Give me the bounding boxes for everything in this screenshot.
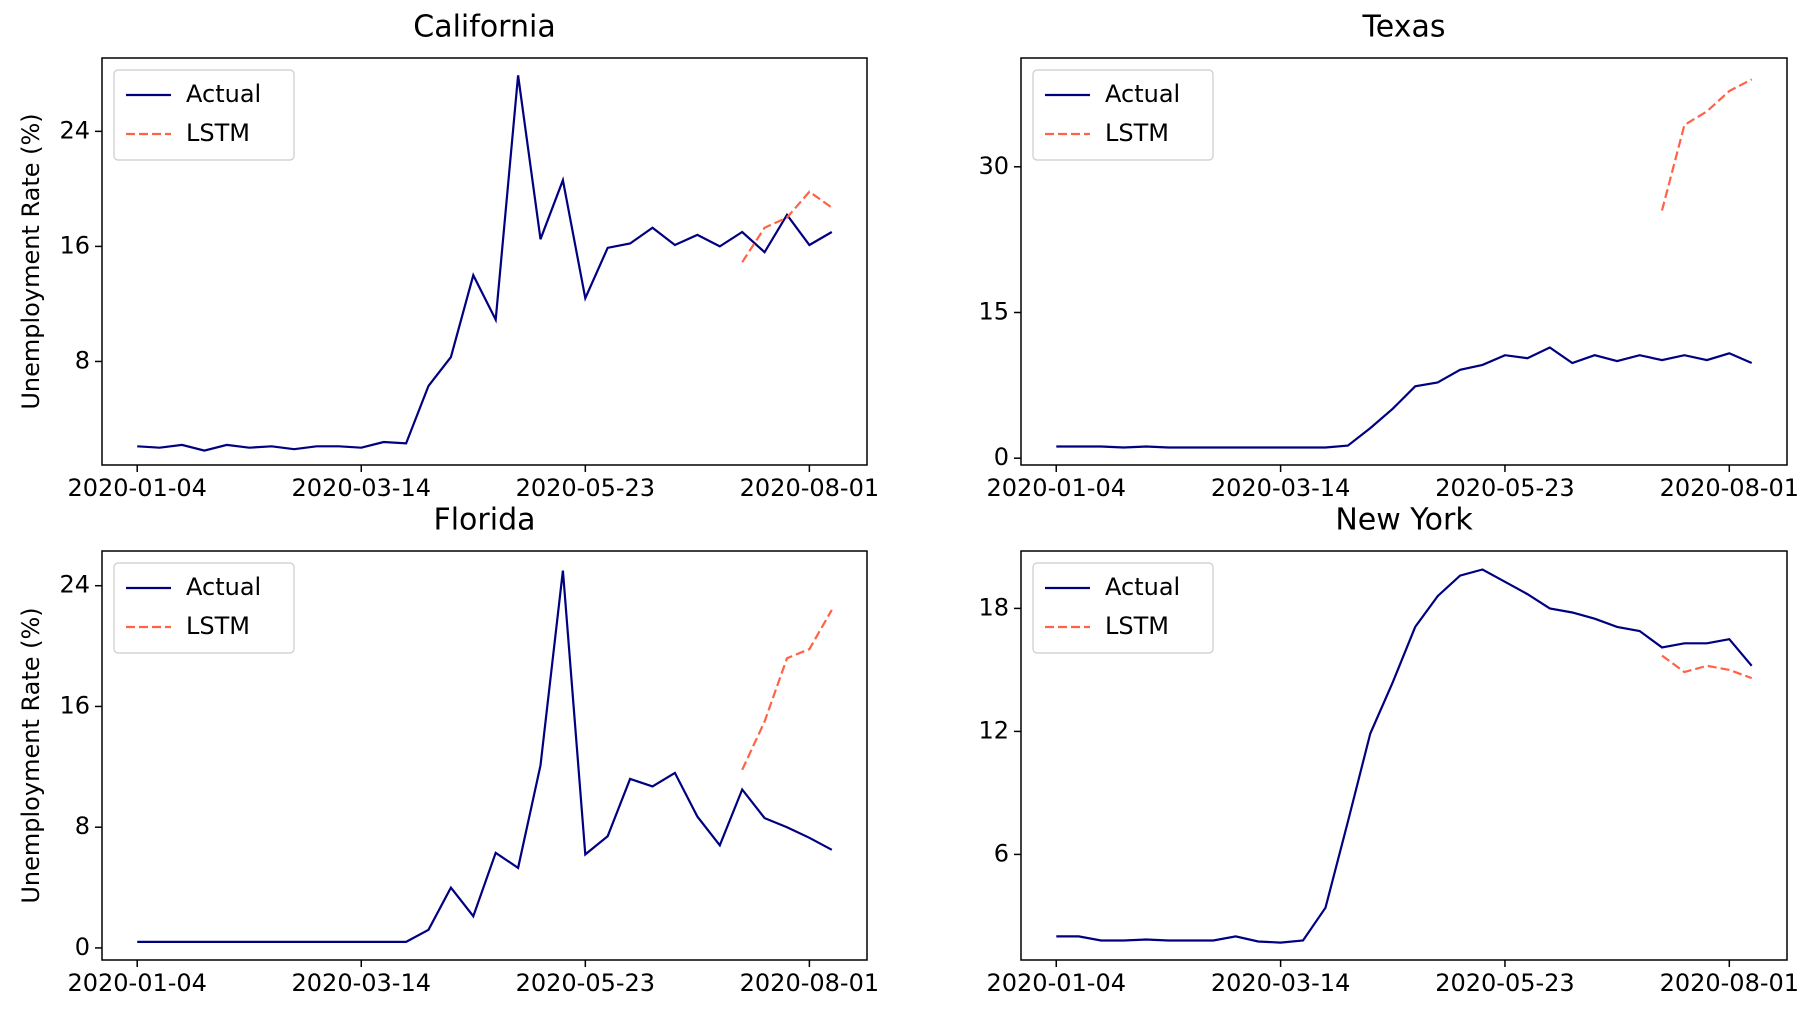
legend-box	[113, 69, 295, 161]
series-line	[741, 609, 833, 771]
axes-frame	[101, 57, 868, 466]
y-tick-label: 16	[59, 231, 90, 259]
subplot: Texas 0 15 30 2020-01-04 2020-03-14 2020-05-23…	[978, 10, 1799, 503]
y-tick-label: 16	[59, 691, 90, 719]
x-tick-label: 2020-01-04	[987, 474, 1126, 502]
y-tick-label: 18	[978, 593, 1009, 621]
y-tick-label: 6	[994, 839, 1009, 867]
subplot-title: Florida	[433, 503, 535, 538]
x-tick-label: 2020-01-04	[987, 969, 1126, 997]
legend-label: LSTM	[186, 119, 250, 147]
legend-label: Actual	[1105, 573, 1180, 601]
legend-box	[1032, 562, 1214, 654]
x-tick-label: 2020-03-14	[292, 474, 431, 502]
series-line	[1056, 346, 1753, 449]
axes-frame	[1020, 57, 1788, 466]
subplot-title: New York	[1335, 503, 1473, 538]
series-line	[137, 570, 833, 943]
x-tick-label: 2020-05-23	[516, 474, 655, 502]
x-tick-label: 2020-08-01	[740, 474, 879, 502]
legend-label: Actual	[186, 573, 261, 601]
legend-box	[113, 562, 295, 654]
x-tick-label: 2020-03-14	[1211, 969, 1350, 997]
y-tick-label: 8	[75, 346, 90, 374]
y-tick-label: 0	[75, 933, 90, 961]
legend-label: Actual	[186, 80, 261, 108]
series-line	[1661, 654, 1753, 680]
x-tick-label: 2020-08-01	[1660, 969, 1799, 997]
series-line	[137, 75, 833, 452]
series-line	[741, 190, 833, 263]
subplot: Florida Unemployment Rate (%) 0 8 16 24 2020-0…	[17, 503, 879, 998]
subplot-title: Texas	[1362, 10, 1446, 45]
x-tick-label: 2020-08-01	[740, 969, 879, 997]
y-axis-label: Unemployment Rate (%)	[17, 113, 45, 409]
x-tick-label: 2020-03-14	[292, 969, 431, 997]
y-tick-label: 24	[59, 116, 90, 144]
subplot-title: California	[413, 10, 555, 45]
x-tick-label: 2020-05-23	[1435, 474, 1574, 502]
legend-label: LSTM	[1105, 119, 1169, 147]
axes-frame	[101, 550, 868, 961]
axes-frame	[1020, 550, 1788, 961]
legend-box	[1032, 69, 1214, 161]
x-tick-label: 2020-01-04	[67, 474, 206, 502]
subplot: California Unemployment Rate (%) 8 16 24 2020…	[17, 10, 879, 503]
series-line	[1056, 568, 1753, 944]
y-tick-label: 12	[978, 716, 1009, 744]
y-axis-label: Unemployment Rate (%)	[17, 607, 45, 903]
y-tick-label: 15	[978, 297, 1009, 325]
x-tick-label: 2020-01-04	[67, 969, 206, 997]
legend-label: Actual	[1105, 80, 1180, 108]
y-tick-label: 30	[978, 152, 1009, 180]
subplot: New York 6 12 18 2020-01-04 2020-03-14 2020-05…	[978, 503, 1799, 998]
x-tick-label: 2020-05-23	[516, 969, 655, 997]
series-line	[1660, 78, 1753, 211]
legend-label: LSTM	[186, 612, 250, 640]
x-tick-label: 2020-05-23	[1435, 969, 1574, 997]
x-tick-label: 2020-03-14	[1211, 474, 1350, 502]
y-tick-label: 24	[59, 571, 90, 599]
y-tick-label: 0	[994, 443, 1009, 471]
legend-label: LSTM	[1105, 612, 1169, 640]
y-tick-label: 8	[75, 812, 90, 840]
x-tick-label: 2020-08-01	[1660, 474, 1799, 502]
